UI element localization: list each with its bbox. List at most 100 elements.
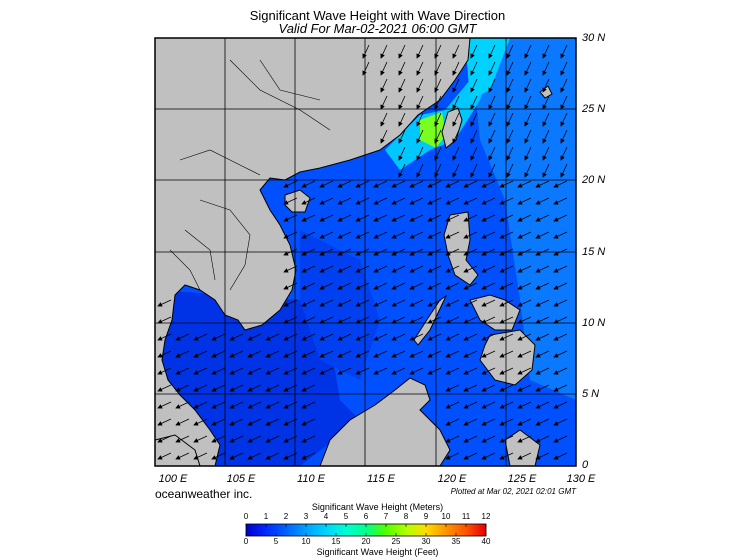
- lat-label: 0: [582, 459, 589, 471]
- wave-arrow: [283, 367, 298, 375]
- wave-arrow: [535, 231, 550, 239]
- wave-arrow: [535, 214, 550, 222]
- colorbar-feet-tick: 10: [301, 537, 311, 546]
- wave-arrow: [499, 299, 514, 307]
- wave-arrow: [398, 78, 406, 93]
- wave-arrow: [416, 146, 424, 161]
- colorbar-meter-tick: 12: [481, 512, 491, 521]
- wave-arrow: [337, 180, 352, 188]
- wave-arrow: [452, 78, 460, 93]
- wave-arrow: [524, 163, 532, 178]
- wave-arrow: [506, 129, 514, 144]
- wave-arrow: [301, 384, 316, 392]
- wave-arrow: [355, 214, 370, 222]
- wave-arrow: [488, 112, 496, 127]
- wave-arrow: [470, 61, 478, 76]
- wave-arrow: [380, 129, 388, 144]
- lat-label: 30 N: [582, 32, 606, 44]
- wave-arrow: [506, 61, 514, 76]
- wave-arrow: [373, 350, 388, 358]
- wave-arrow: [283, 316, 298, 324]
- wave-arrow: [409, 299, 424, 307]
- wave-arrow: [355, 231, 370, 239]
- wave-arrow: [535, 384, 550, 392]
- wave-arrow: [265, 333, 280, 341]
- wave-arrow: [283, 282, 298, 290]
- wave-arrow: [488, 61, 496, 76]
- wave-arrow: [211, 384, 226, 392]
- wave-arrow: [283, 180, 298, 188]
- wave-arrow: [355, 333, 370, 341]
- wave-arrow: [434, 44, 442, 59]
- wave-arrow: [553, 299, 568, 307]
- wave-arrow: [524, 112, 532, 127]
- wave-arrow: [517, 231, 532, 239]
- wave-arrow: [319, 316, 334, 324]
- wave-arrow: [301, 197, 316, 205]
- wave-arrow: [560, 163, 568, 178]
- wave-arrow: [463, 452, 478, 460]
- wave-arrow: [301, 435, 316, 443]
- wave-arrow: [535, 197, 550, 205]
- wave-arrow: [499, 265, 514, 273]
- colorbar-title-meters: Significant Wave Height (Meters): [311, 502, 444, 512]
- wave-arrow: [506, 146, 514, 161]
- wave-arrow: [542, 95, 550, 110]
- wave-arrow: [470, 112, 478, 127]
- wave-arrow: [499, 350, 514, 358]
- wave-arrow: [553, 367, 568, 375]
- wave-arrow: [319, 265, 334, 273]
- lat-label: 20 N: [582, 174, 606, 186]
- wave-arrow: [391, 367, 406, 375]
- wave-arrow: [355, 180, 370, 188]
- wave-arrow: [445, 350, 460, 358]
- wave-arrow: [157, 299, 172, 307]
- wave-arrow: [427, 367, 442, 375]
- wave-arrow: [542, 163, 550, 178]
- lat-label: 10 N: [582, 317, 606, 329]
- wave-arrow: [362, 61, 370, 76]
- wave-arrow: [362, 44, 370, 59]
- wave-arrow: [398, 129, 406, 144]
- wave-arrow: [463, 384, 478, 392]
- wave-arrow: [499, 452, 514, 460]
- wave-arrow: [193, 350, 208, 358]
- wave-arrow: [445, 435, 460, 443]
- wave-arrow: [301, 180, 316, 188]
- wave-arrow: [481, 435, 496, 443]
- wave-arrow: [337, 265, 352, 273]
- wave-arrow: [499, 282, 514, 290]
- wave-arrow: [391, 282, 406, 290]
- wave-arrow: [553, 384, 568, 392]
- wave-arrow: [398, 44, 406, 59]
- wave-arrow: [553, 452, 568, 460]
- wave-arrow: [499, 384, 514, 392]
- wave-arrow: [452, 129, 460, 144]
- wave-arrow: [380, 44, 388, 59]
- colorbar-meter-tick: 7: [383, 512, 389, 521]
- wave-arrow: [463, 367, 478, 375]
- map-frame: [154, 37, 577, 467]
- wave-arrow: [380, 61, 388, 76]
- wave-arrow: [499, 197, 514, 205]
- wave-arrow: [398, 95, 406, 110]
- wave-arrow: [391, 265, 406, 273]
- wave-arrow: [560, 112, 568, 127]
- wave-arrow: [409, 316, 424, 324]
- wave-arrow: [452, 112, 460, 127]
- wave-arrow: [373, 231, 388, 239]
- wave-arrow: [517, 333, 532, 341]
- borders: [169, 59, 331, 291]
- wave-arrow: [524, 146, 532, 161]
- wave-arrow: [535, 350, 550, 358]
- wave-arrow: [337, 333, 352, 341]
- wave-arrow: [481, 180, 496, 188]
- wave-arrow: [391, 214, 406, 222]
- wave-arrow: [553, 401, 568, 409]
- wave-arrow: [373, 180, 388, 188]
- wave-arrow: [481, 418, 496, 426]
- colorbar-feet-tick: 40: [481, 537, 491, 546]
- wave-arrow: [506, 78, 514, 93]
- wave-arrow: [391, 299, 406, 307]
- wave-arrow: [319, 180, 334, 188]
